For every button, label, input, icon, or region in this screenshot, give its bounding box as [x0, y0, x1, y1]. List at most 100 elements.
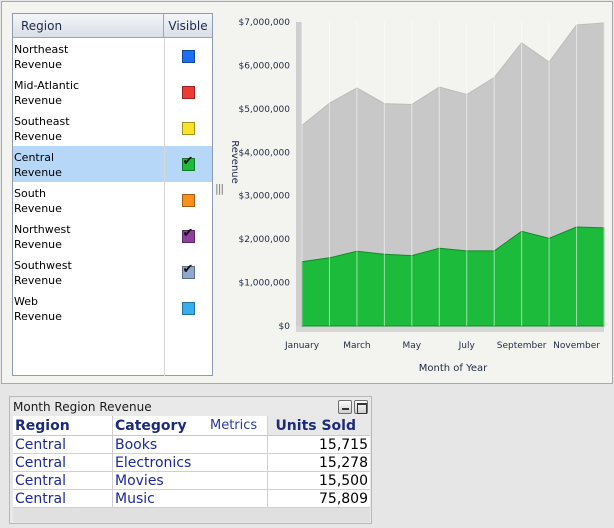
revenue-area-chart: $0 $1,000,000 $2,000,000 $3,000,000 $4,000,0…: [229, 18, 605, 374]
chart-panel: Region Visible Northeast Revenue Mid-Atlan…: [1, 1, 613, 384]
legend-row[interactable]: South Revenue: [13, 182, 212, 218]
legend-row-label: Mid-Atlantic Revenue: [13, 74, 164, 110]
y-tick-label: $3,000,000: [238, 192, 290, 202]
category-header[interactable]: Category Metrics: [113, 416, 268, 435]
visible-cell: [164, 74, 212, 110]
units-sold-cell: 15,715: [319, 437, 368, 453]
measure-name: Revenue: [14, 130, 62, 143]
y-tick-label: $6,000,000: [238, 61, 290, 71]
legend-row[interactable]: Mid-Atlantic Revenue: [13, 74, 212, 110]
units-sold-header[interactable]: Units Sold: [268, 416, 370, 435]
measure-name: Revenue: [14, 166, 62, 179]
region-cell[interactable]: Central: [13, 490, 113, 507]
region-name: Mid-Atlantic: [14, 79, 80, 92]
check-icon: ✔: [182, 225, 194, 241]
region-name: Southeast: [14, 115, 70, 128]
visible-checkbox[interactable]: [181, 121, 195, 135]
legend-row-label: Web Revenue: [13, 290, 164, 326]
grid-title-bar: Month Region Revenue: [10, 397, 371, 416]
region-column-header[interactable]: Region: [13, 14, 164, 37]
visible-cell: [164, 290, 212, 326]
legend-row-label: Southeast Revenue: [13, 110, 164, 146]
measure-name: Revenue: [14, 274, 62, 287]
region-cell[interactable]: Central: [13, 472, 113, 489]
x-axis-floor: [296, 326, 604, 332]
check-icon: ✔: [182, 153, 194, 169]
table-row[interactable]: Central Music 75,809: [13, 490, 370, 508]
visible-cell: ✔: [164, 218, 212, 254]
region-name: Northwest: [14, 223, 71, 236]
category-cell[interactable]: Music: [113, 490, 268, 507]
visible-checkbox[interactable]: ✔: [181, 225, 195, 243]
measure-name: Revenue: [14, 310, 62, 323]
grid-table: Region Category Metrics Units Sold Centr…: [13, 416, 370, 508]
visible-cell: [164, 38, 212, 74]
legend-row[interactable]: Web Revenue: [13, 290, 212, 326]
x-tick-label: May: [403, 341, 422, 351]
x-axis-title: Month of Year: [419, 363, 488, 374]
metrics-header[interactable]: Metrics: [210, 418, 258, 433]
x-tick-label: January: [284, 341, 320, 351]
category-header-label: Category: [115, 418, 187, 434]
region-cell[interactable]: Central: [13, 436, 113, 453]
visible-column-header[interactable]: Visible: [168, 19, 208, 33]
legend-row[interactable]: Southeast Revenue: [13, 110, 212, 146]
y-axis-wall: [296, 22, 302, 326]
x-tick-label: November: [553, 341, 600, 351]
table-row[interactable]: Central Books 15,715: [13, 436, 370, 454]
region-header[interactable]: Region: [13, 416, 113, 435]
visible-checkbox[interactable]: [181, 193, 195, 207]
grid-body: Central Books 15,715 Central Electronics 15,2…: [13, 436, 370, 508]
legend-row[interactable]: Central Revenue ✔: [13, 146, 212, 182]
y-tick-label: $0: [279, 322, 291, 332]
legend-row[interactable]: Northeast Revenue: [13, 38, 212, 74]
x-tick-label: March: [343, 341, 370, 351]
splitter-handle-icon[interactable]: |||: [215, 182, 224, 195]
category-cell[interactable]: Movies: [113, 472, 268, 489]
grid-header-row: Region Category Metrics Units Sold: [13, 416, 370, 436]
visible-cell: ✔: [164, 146, 212, 182]
region-name: Northeast: [14, 43, 69, 56]
legend-header: Region Visible: [13, 14, 212, 38]
x-tick-label: September: [497, 341, 547, 351]
grid-title: Month Region Revenue: [13, 400, 152, 414]
legend-row-label: Central Revenue: [13, 146, 164, 182]
legend-row-label: Southwest Revenue: [13, 254, 164, 290]
legend-row-label: Northeast Revenue: [13, 38, 164, 74]
check-icon: ✔: [182, 261, 194, 277]
month-region-revenue-grid: Month Region Revenue Region Category Met…: [9, 396, 372, 524]
minimize-icon[interactable]: [338, 400, 352, 414]
y-tick-label: $7,000,000: [238, 18, 290, 28]
y-tick-label: $2,000,000: [238, 235, 290, 245]
units-sold-cell: 75,809: [319, 491, 368, 507]
visible-checkbox[interactable]: ✔: [181, 261, 195, 279]
region-cell[interactable]: Central: [13, 454, 113, 471]
measure-name: Revenue: [14, 58, 62, 71]
legend-row-label: South Revenue: [13, 182, 164, 218]
visible-checkbox[interactable]: [181, 301, 195, 315]
region-legend: Region Visible Northeast Revenue Mid-Atlan…: [12, 13, 213, 376]
category-cell[interactable]: Books: [113, 436, 268, 453]
category-cell[interactable]: Electronics: [113, 454, 268, 471]
legend-row[interactable]: Northwest Revenue ✔: [13, 218, 212, 254]
maximize-icon[interactable]: [354, 400, 368, 414]
visible-cell: ✔: [164, 254, 212, 290]
visible-checkbox[interactable]: [181, 49, 195, 63]
visible-checkbox[interactable]: [181, 85, 195, 99]
units-sold-cell: 15,278: [319, 455, 368, 471]
grid-scroll-area[interactable]: [13, 508, 370, 522]
visible-checkbox[interactable]: ✔: [181, 153, 195, 171]
measure-name: Revenue: [14, 238, 62, 251]
region-name: Web: [14, 295, 38, 308]
y-tick-label: $4,000,000: [238, 148, 290, 158]
y-tick-label: $1,000,000: [238, 279, 290, 289]
measure-name: Revenue: [14, 202, 62, 215]
table-row[interactable]: Central Electronics 15,278: [13, 454, 370, 472]
units-sold-cell: 15,500: [319, 473, 368, 489]
region-name: South: [14, 187, 46, 200]
x-tick-label: July: [458, 341, 476, 351]
table-row[interactable]: Central Movies 15,500: [13, 472, 370, 490]
legend-row[interactable]: Southwest Revenue ✔: [13, 254, 212, 290]
y-axis-title: Revenue: [229, 140, 240, 184]
y-tick-label: $5,000,000: [238, 105, 290, 115]
